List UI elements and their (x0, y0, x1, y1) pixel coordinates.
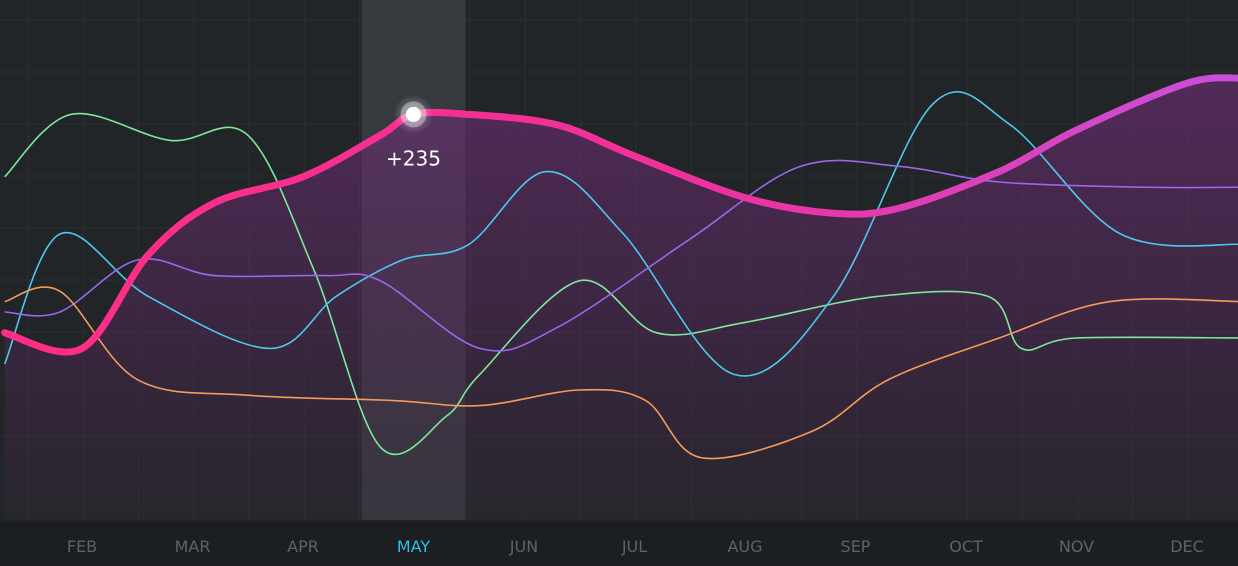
series-line-4[interactable] (4, 286, 1238, 460)
marker-dot[interactable] (406, 106, 421, 122)
highlight-value-label: +235 (386, 146, 441, 170)
x-tick-label-mar[interactable]: MAR (175, 537, 211, 556)
x-axis-labels: FEB MAR APR MAY JUN JUL AUG SEP OCT NOV DEC (67, 537, 1204, 556)
series-line-2[interactable] (3, 91, 1238, 377)
x-tick-label-sep[interactable]: SEP (841, 537, 871, 556)
highlight-marker[interactable] (393, 94, 434, 135)
x-tick-label-aug[interactable]: AUG (727, 537, 762, 556)
x-tick-label-dec[interactable]: DEC (1170, 537, 1204, 556)
x-tick-label-oct[interactable]: OCT (949, 537, 983, 556)
series-line-1[interactable] (4, 112, 1238, 456)
x-tick-label-may[interactable]: MAY (397, 537, 431, 556)
x-tick-label-jun[interactable]: JUN (509, 537, 538, 556)
x-tick-label-feb[interactable]: FEB (67, 537, 97, 556)
x-axis-bar (0, 521, 1238, 566)
x-tick-label-jul[interactable]: JUL (621, 537, 647, 556)
series-lines (1, 74, 1238, 460)
primary-series-area (4, 77, 1238, 520)
x-tick-label-nov[interactable]: NOV (1059, 537, 1094, 556)
series-line-3[interactable] (4, 159, 1238, 352)
series-line-primary[interactable] (1, 74, 1238, 356)
x-tick-label-apr[interactable]: APR (287, 537, 319, 556)
